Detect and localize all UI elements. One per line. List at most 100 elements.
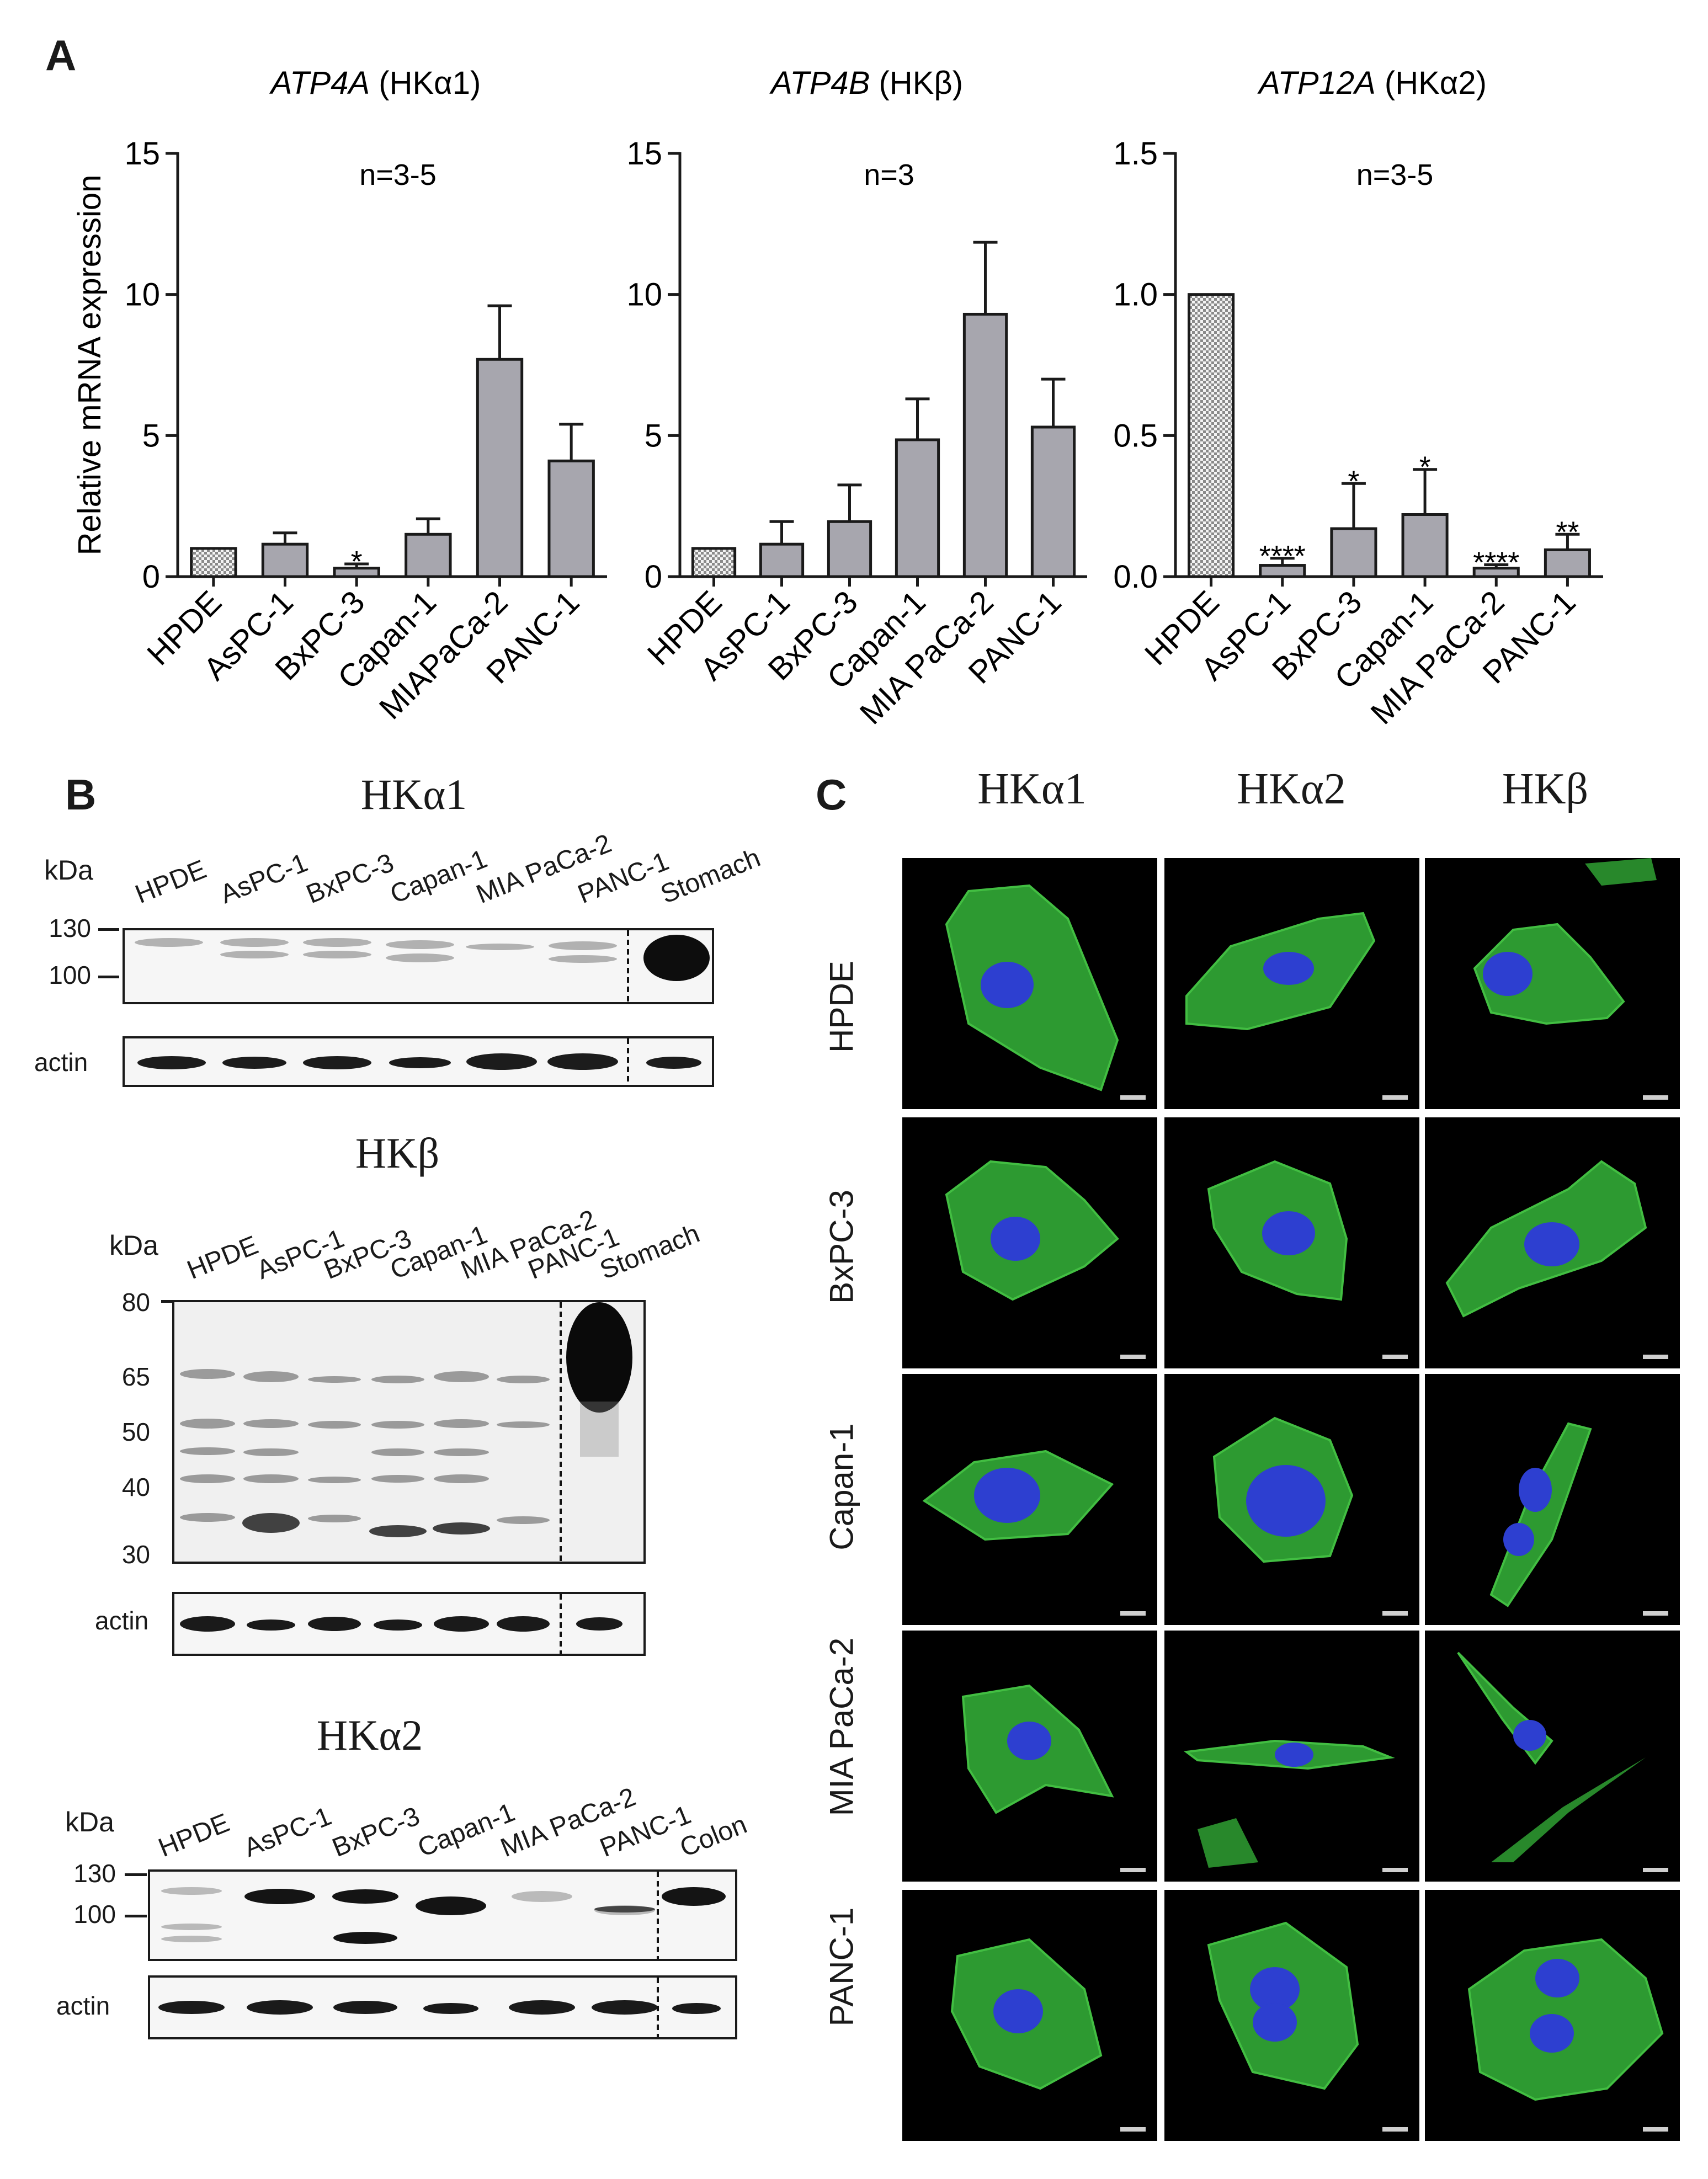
mw-marker: 40 — [121, 1473, 150, 1501]
kda-label: kDa — [65, 1807, 114, 1837]
mw-marker: 30 — [121, 1540, 150, 1569]
micrograph-panc-1-0 — [902, 1890, 1157, 2141]
micrograph-mia-paca-2-0 — [902, 1631, 1157, 1882]
gene-name: ATP12A — [1257, 65, 1376, 101]
mw-tick — [161, 1300, 172, 1303]
mw-tick — [98, 928, 119, 931]
bar — [547, 459, 595, 578]
y-tick-label: 10 — [626, 277, 662, 313]
lane-label: Stomach — [656, 843, 765, 910]
n-annotation: n=3-5 — [359, 158, 437, 191]
row-header: BxPC-3 — [823, 1190, 860, 1304]
blot-membrane — [172, 1300, 646, 1564]
y-tick-label: 0.0 — [1113, 559, 1158, 595]
micrograph-mia-paca-2-2 — [1425, 1631, 1680, 1882]
bar — [895, 438, 940, 578]
chart-2: ATP12A (HKα2)n=3-50.00.51.01.5HPDE****As… — [1113, 65, 1603, 731]
chart-0: ATP4A (HKα1) n=3-5 0 5 10 15 Relative mRNA exp… — [72, 65, 607, 726]
protein-name: (HKα1) — [370, 65, 481, 101]
blot-title: HKβ — [355, 1129, 440, 1177]
significance-mark: * — [1348, 465, 1359, 498]
mw-marker: 100 — [73, 1900, 116, 1928]
mw-marker: 100 — [49, 961, 91, 989]
actin-membrane — [123, 1036, 714, 1087]
significance-mark: * — [351, 545, 363, 578]
bar — [759, 542, 805, 578]
micrograph-bxpc-3-2 — [1425, 1117, 1680, 1368]
micrograph-hpde-2 — [1425, 858, 1680, 1109]
significance-mark: **** — [1259, 540, 1306, 573]
y-tick-label: 15 — [124, 136, 160, 172]
micrograph-mia-paca-2-1 — [1164, 1631, 1419, 1882]
lane-label: HPDE — [131, 854, 211, 910]
lane-label: BxPC-3 — [302, 848, 398, 910]
micrograph-bxpc-3-1 — [1164, 1117, 1419, 1368]
actin-label: actin — [56, 1991, 110, 2020]
bar — [962, 312, 1008, 578]
column-header: HKα2 — [1237, 765, 1346, 813]
bar — [691, 547, 737, 578]
gene-name: ATP4A — [269, 65, 370, 101]
lane-label: Capan-1 — [386, 844, 492, 910]
actin-label: actin — [95, 1606, 149, 1635]
mw-tick — [98, 976, 119, 978]
mw-tick — [125, 1915, 147, 1917]
significance-mark: * — [1419, 451, 1431, 484]
bar — [1401, 513, 1449, 578]
protein-name: (HKα2) — [1376, 65, 1487, 101]
panel-letter-a: A — [45, 31, 77, 79]
mw-marker: 65 — [121, 1362, 150, 1391]
micrograph-panc-1-1 — [1164, 1890, 1419, 2141]
micrograph-hpde-0 — [902, 858, 1157, 1109]
y-tick-label: 5 — [645, 418, 662, 454]
gene-name: ATP4B — [769, 65, 870, 101]
y-tick-label: 15 — [626, 136, 662, 172]
actin-membrane — [148, 1975, 737, 2039]
mw-marker: 80 — [121, 1288, 150, 1317]
blot-title: HKα2 — [316, 1711, 423, 1759]
bar — [261, 542, 309, 578]
y-tick-label: 10 — [124, 277, 160, 313]
lane-label: AsPC-1 — [240, 1801, 336, 1863]
micrograph-capan-1-0 — [902, 1374, 1157, 1625]
row-header: MIA PaCa-2 — [823, 1637, 860, 1816]
blot-membrane — [123, 928, 714, 1004]
lane-label: BxPC-3 — [328, 1801, 424, 1863]
y-tick-label: 0 — [142, 559, 160, 595]
bar — [1030, 425, 1076, 578]
bar — [476, 358, 524, 578]
bar — [1188, 293, 1235, 578]
y-tick-label: 1.5 — [1113, 136, 1158, 172]
y-tick-label: 0.5 — [1113, 418, 1158, 454]
y-tick-label: 5 — [142, 418, 160, 454]
column-header: HKβ — [1502, 765, 1589, 813]
row-header: HPDE — [823, 961, 860, 1053]
row-header: PANC-1 — [823, 1907, 860, 2027]
micrograph-bxpc-3-0 — [902, 1117, 1157, 1368]
chart-title: ATP4B (HKβ) — [769, 65, 963, 101]
panel-letter-c: C — [816, 770, 847, 819]
significance-mark: ** — [1556, 515, 1579, 548]
mw-marker: 50 — [121, 1418, 150, 1446]
n-annotation: n=3-5 — [1356, 158, 1434, 191]
bar — [405, 532, 452, 578]
mw-marker: 130 — [49, 914, 91, 942]
mw-tick — [125, 1873, 147, 1876]
kda-label: kDa — [44, 855, 93, 886]
mw-marker: 130 — [73, 1859, 116, 1888]
blot-membrane — [148, 1869, 737, 1961]
protein-name: (HKβ) — [870, 65, 963, 101]
bar — [1330, 527, 1377, 578]
column-header: HKα1 — [977, 765, 1087, 813]
lane-label: HPDE — [183, 1230, 263, 1286]
panel-letter-b: B — [65, 770, 97, 819]
micrograph-capan-1-2 — [1425, 1374, 1680, 1625]
chart-1: ATP4B (HKβ)n=3051015HPDEAsPC-1BxPC-3Capa… — [626, 65, 1087, 731]
bar — [190, 547, 237, 578]
lane-label: HPDE — [154, 1808, 234, 1863]
n-annotation: n=3 — [864, 158, 914, 191]
bar — [827, 520, 872, 578]
y-tick-label: 0 — [645, 559, 662, 595]
micrograph-capan-1-1 — [1164, 1374, 1419, 1625]
